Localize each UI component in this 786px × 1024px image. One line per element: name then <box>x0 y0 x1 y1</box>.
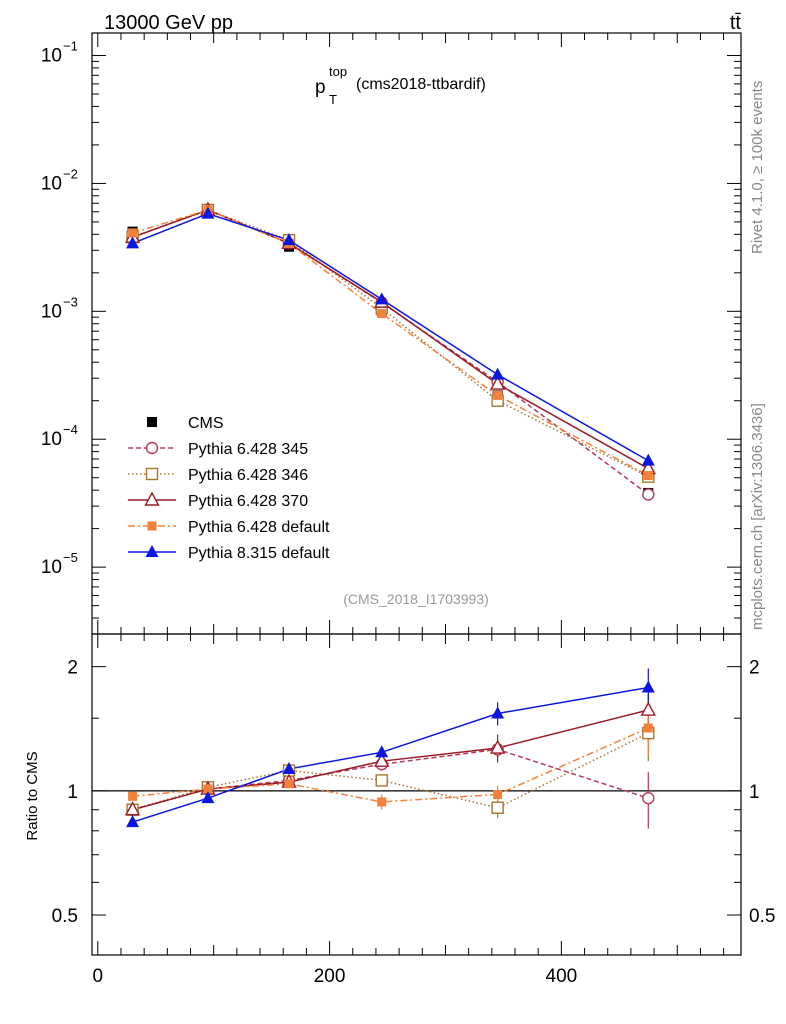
main-series-line <box>132 209 649 478</box>
ratio-series-point <box>201 791 215 804</box>
main-series-point <box>493 390 503 400</box>
main-series-point <box>491 367 505 380</box>
main-series-point <box>377 309 387 319</box>
legend-marker <box>147 521 157 531</box>
y-tick-label: 10 <box>41 429 62 450</box>
legend-marker <box>145 467 159 481</box>
main-series-line <box>132 212 649 462</box>
process-label: tt̄ <box>730 12 742 34</box>
ratio-series-point <box>493 789 503 799</box>
legend-label: Pythia 8.315 default <box>188 545 330 562</box>
ratio-series-point <box>128 791 138 801</box>
y-tick-label: 10 <box>41 173 62 194</box>
ratio-tick-label-left: 2 <box>67 658 78 679</box>
legend-marker <box>145 441 159 455</box>
ratio-series-point <box>203 784 213 794</box>
x-axis-ticks: 0 200 400 <box>93 33 725 987</box>
ratio-tick-label-left: 1 <box>67 782 78 803</box>
ratio-series-line <box>132 732 649 811</box>
main-series-point <box>201 206 215 219</box>
legend-label: Pythia 6.428 default <box>188 519 330 536</box>
ratio-axis-ticks: 0.5 0.5 1 1 2 2 <box>52 658 775 956</box>
ratio-series-point <box>375 745 389 758</box>
ratio-series-point <box>377 797 387 807</box>
ratio-tick-label-right: 2 <box>749 658 760 679</box>
ratio-series-line <box>132 709 649 811</box>
ratio-panel-frame <box>91 633 742 956</box>
ratio-series-point <box>375 774 388 787</box>
ratio-series-point <box>640 701 656 716</box>
ratio-series-point <box>491 706 505 719</box>
ratio-series-point <box>374 752 390 767</box>
main-series-line <box>132 209 649 477</box>
legend-marker <box>144 491 160 506</box>
main-series-point <box>375 292 389 305</box>
title-main: p <box>315 77 326 98</box>
x-tick-label: 0 <box>93 966 104 987</box>
legend-label: Pythia 6.428 345 <box>188 441 308 458</box>
ratio-series-point <box>124 801 141 816</box>
y-tick-exponent: −4 <box>63 422 78 437</box>
title-analysis: (cms2018-ttbardif) <box>356 76 486 93</box>
main-series-point <box>642 488 655 501</box>
ratio-series-point <box>489 739 506 754</box>
legend-marker <box>145 545 159 557</box>
main-series-point <box>128 228 138 238</box>
y-tick-exponent: −2 <box>63 166 78 181</box>
main-series-point <box>126 236 140 249</box>
legend-label: Pythia 6.428 346 <box>188 467 308 484</box>
main-series-point <box>643 471 653 481</box>
ratio-series-point <box>643 723 653 733</box>
rivet-version-label: Rivet 4.1.0, ≥ 100k events <box>749 81 766 254</box>
ratio-series-line <box>132 727 649 803</box>
title-subscript: T <box>329 92 337 107</box>
ratio-tick-label-right: 0.5 <box>749 906 775 927</box>
energy-label: 13000 GeV pp <box>104 12 233 34</box>
plot-title: p top T (cms2018-ttbardif) <box>315 64 486 107</box>
main-series-point <box>641 453 655 466</box>
legend: CMS Pythia 6.428 345 Pythia 6.428 346 Pythi… <box>128 415 330 562</box>
y-tick-exponent: −1 <box>63 39 78 54</box>
title-superscript: top <box>329 64 347 79</box>
ratio-tick-label-left: 0.5 <box>52 906 78 927</box>
ratio-series-point <box>126 815 140 828</box>
main-panel-frame <box>91 32 742 635</box>
ratio-series-layer <box>124 668 656 829</box>
ratio-tick-label-right: 1 <box>749 782 760 803</box>
ratio-series-point <box>641 680 655 693</box>
x-tick-label: 400 <box>546 966 578 987</box>
main-series-point <box>282 233 296 246</box>
legend-label: Pythia 6.428 370 <box>188 493 308 510</box>
ratio-series-point <box>284 779 294 789</box>
legend-marker <box>147 417 157 427</box>
ratio-series-point <box>642 791 655 805</box>
analysis-id-label: (CMS_2018_I1703993) <box>343 591 489 607</box>
mcplots-label: mcplots.cern.ch [arXiv:1306.3436] <box>749 403 766 630</box>
y-tick-label: 10 <box>41 46 62 67</box>
ratio-series-line <box>132 686 649 823</box>
ratio-series-point <box>491 801 504 814</box>
main-series-layer <box>124 201 656 501</box>
y-tick-exponent: −5 <box>63 550 78 565</box>
main-axis-ticks: 10−110−210−310−410−5 <box>41 39 741 635</box>
ratio-ylabel: Ratio to CMS <box>24 751 41 840</box>
x-tick-label: 200 <box>314 966 346 987</box>
y-tick-label: 10 <box>41 301 62 322</box>
legend-label: CMS <box>188 415 224 432</box>
ratio-series-point <box>282 761 296 774</box>
y-tick-exponent: −3 <box>63 294 78 309</box>
y-tick-label: 10 <box>41 557 62 578</box>
main-series-point <box>489 375 506 390</box>
